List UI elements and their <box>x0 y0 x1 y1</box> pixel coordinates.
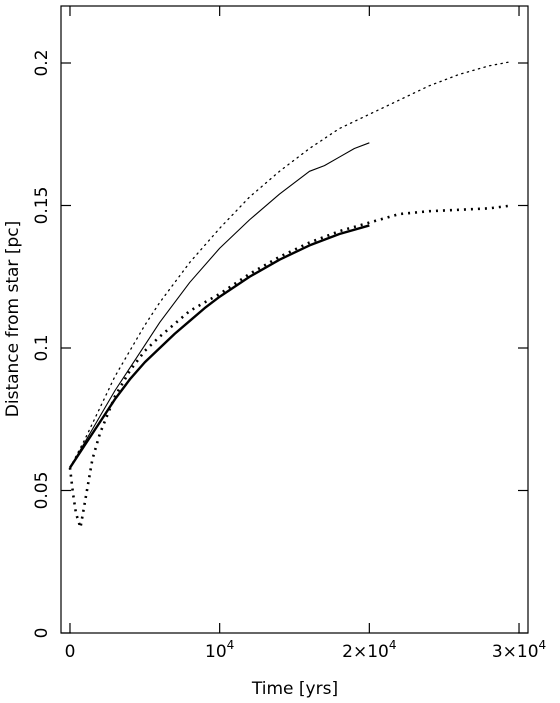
series-layer <box>68 60 513 529</box>
y-tick-label: 0.15 <box>32 187 52 225</box>
x-axis-title: Time [yrs] <box>251 679 338 699</box>
y-tick-label: 0 <box>32 628 52 639</box>
x-tick-label: 3×104 <box>492 638 546 662</box>
y-axis-title: Distance from star [pc] <box>3 221 23 417</box>
y-tick-label: 0.05 <box>32 472 52 510</box>
series-line-thin-solid <box>69 142 370 468</box>
series-line-thick-solid <box>68 224 370 469</box>
series-line-thick-dotted <box>68 204 512 529</box>
x-tick-label: 2×104 <box>342 638 396 662</box>
y-tick-label: 0.1 <box>32 334 52 361</box>
x-axis-ticks: 0 104 2×104 3×104 <box>65 6 546 662</box>
x-tick-label: 0 <box>65 642 76 662</box>
plot-frame <box>60 5 529 634</box>
x-tick-label: 104 <box>205 638 234 662</box>
series-line-thin-dotted <box>69 60 513 469</box>
y-axis-ticks: 0 0.05 0.1 0.15 0.2 <box>32 49 528 638</box>
y-tick-label: 0.2 <box>32 49 52 76</box>
